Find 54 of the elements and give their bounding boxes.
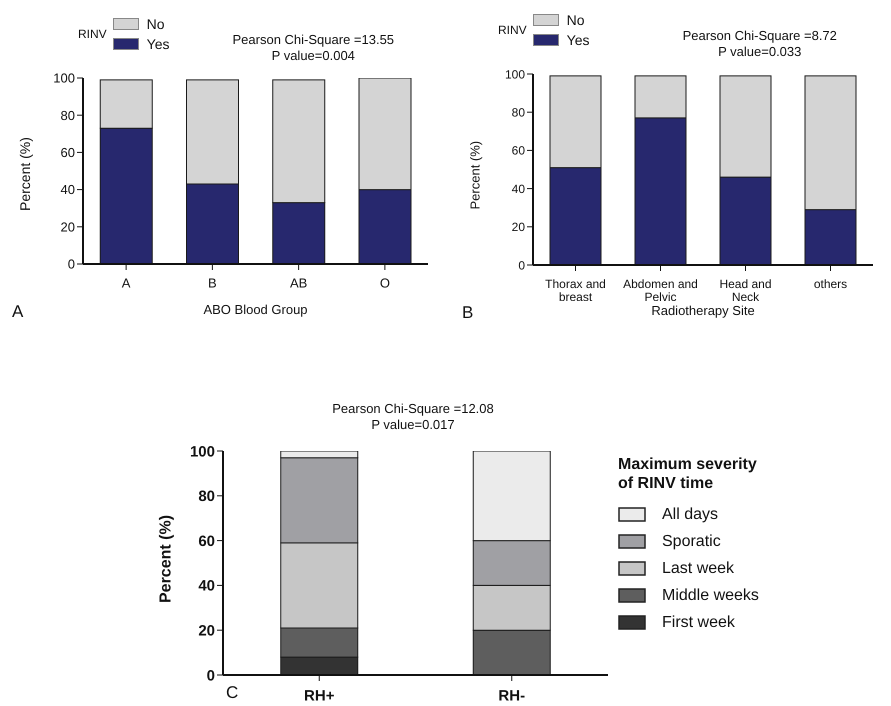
y-tick-label: 100: [504, 67, 526, 82]
y-tick-label: 0: [68, 256, 75, 272]
legend-label: Sporatic: [662, 532, 721, 550]
y-tick-label: 20: [198, 622, 215, 640]
y-tick-label: 60: [512, 144, 526, 158]
y-tick-label: 80: [512, 105, 526, 120]
x-tick-label: Head and Neck: [719, 276, 772, 304]
y-tick-label: 40: [512, 182, 526, 196]
legend-label: No: [566, 12, 585, 28]
x-tick-label: B: [208, 276, 217, 291]
x-tick-label: Abdomen and Pelvic: [623, 276, 698, 304]
chart-title: Pearson Chi-Square =12.08: [331, 401, 495, 417]
x-tick-label: RH-: [498, 688, 526, 704]
y-tick-label: 40: [198, 578, 215, 595]
legend-title: RINV: [498, 23, 527, 37]
legend-title: RINV: [78, 27, 107, 41]
y-tick-label: 40: [60, 182, 75, 198]
chart-subtitle: P value=0.004: [270, 48, 356, 64]
chart-title: Pearson Chi-Square =13.55: [232, 32, 396, 48]
x-tick-label: A: [122, 276, 131, 291]
legend-label: All days: [662, 506, 718, 524]
y-axis-title: Percent (%): [158, 514, 175, 603]
x-tick-label: others: [814, 276, 848, 291]
y-tick-label: 100: [53, 70, 75, 86]
y-tick-label: 20: [512, 220, 526, 234]
x-tick-label: AB: [290, 276, 308, 291]
legend-label: First week: [662, 614, 735, 632]
y-tick-label: 100: [190, 443, 215, 460]
y-axis-title: Percent (%): [468, 140, 483, 210]
y-tick-label: 20: [60, 219, 75, 234]
legend-label: Middle weeks: [662, 586, 759, 604]
x-tick-label: Thorax and breast: [545, 276, 606, 304]
legend-label: Last week: [662, 560, 734, 578]
y-tick-label: 0: [206, 667, 215, 684]
y-tick-label: 0: [518, 258, 526, 272]
x-tick-label: RH+: [304, 688, 335, 704]
y-tick-label: 80: [198, 488, 215, 506]
chart-subtitle: P value=0.017: [370, 417, 456, 433]
x-axis-title: ABO Blood Group: [202, 302, 309, 317]
chart-subtitle: P value=0.033: [717, 44, 802, 60]
text: A: [12, 302, 24, 322]
y-tick-label: 60: [198, 532, 215, 550]
legend-label: No: [146, 16, 165, 32]
legend-label: Yes: [566, 32, 590, 48]
x-axis-title: Radiotherapy Site: [650, 303, 756, 318]
legend-title: Maximum severity of RINV time: [618, 455, 758, 493]
y-tick-label: 60: [60, 145, 75, 160]
chart-title: Pearson Chi-Square =8.72: [682, 28, 838, 44]
y-tick-label: 80: [60, 108, 75, 123]
text: B: [462, 303, 474, 323]
text: C: [226, 683, 238, 703]
legend-label: Yes: [146, 36, 170, 52]
x-tick-label: O: [380, 276, 390, 291]
y-axis-title: Percent (%): [16, 137, 33, 211]
